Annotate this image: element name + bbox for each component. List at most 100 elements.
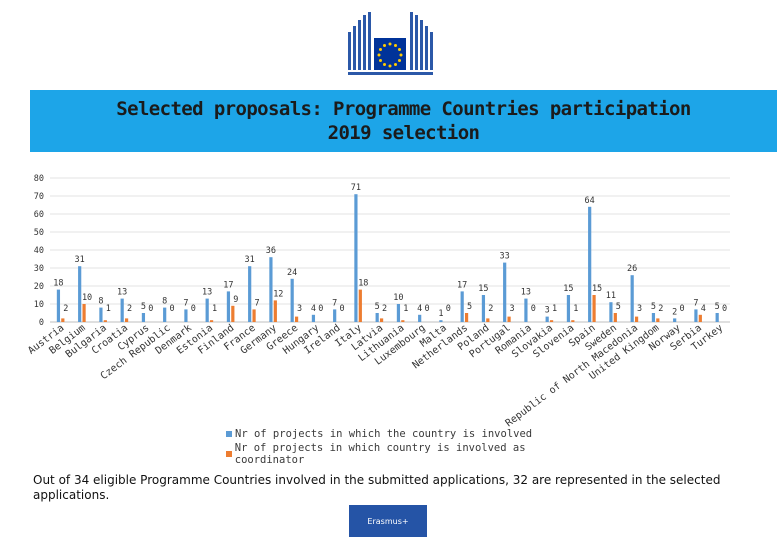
bar-involved-france (248, 266, 252, 322)
data-label-coordinator-estonia: 1 (212, 304, 217, 314)
bar-coordinator-italy (358, 289, 362, 322)
data-label-involved-hungary: 4 (311, 304, 316, 314)
bar-coordinator-germany (273, 300, 277, 322)
data-label-coordinator-poland: 2 (488, 304, 493, 314)
bar-coordinator-serbia (698, 314, 702, 322)
bar-involved-united-kingdom (651, 313, 656, 322)
bar-coordinator-sweden (613, 313, 617, 322)
bar-coordinator-united-kingdom (656, 318, 660, 322)
legend-swatch-coordinator (226, 451, 232, 457)
data-label-involved-latvia: 5 (375, 302, 380, 312)
data-label-involved-czech-republic: 8 (162, 297, 167, 307)
data-label-coordinator-germany: 12 (273, 289, 283, 299)
bar-coordinator-croatia (124, 318, 129, 322)
bar-coordinator-belgium (82, 304, 86, 322)
y-tick-label-60: 60 (34, 210, 44, 220)
bar-coordinator-latvia (379, 318, 384, 322)
bar-involved-portugal (503, 262, 507, 322)
data-label-involved-sweden: 11 (606, 291, 616, 301)
data-label-involved-denmark: 7 (183, 298, 188, 308)
bar-coordinator-poland (486, 318, 490, 322)
bar-involved-norway (673, 318, 677, 322)
bar-involved-lithuania (396, 304, 401, 322)
y-tick-label-30: 30 (34, 264, 44, 274)
bar-involved-greece (290, 278, 294, 322)
data-label-coordinator-republic-of-north-macedonia: 3 (637, 304, 642, 314)
data-label-coordinator-spain: 15 (592, 284, 602, 294)
bar-involved-spain (588, 206, 592, 322)
legend-label-coordinator: Nr of projects in which country is invol… (234, 442, 526, 466)
bar-involved-netherlands (460, 291, 464, 322)
title-banner: Selected proposals: Programme Countries … (30, 90, 777, 152)
data-label-coordinator-slovakia: 1 (552, 304, 557, 314)
bar-involved-finland (226, 291, 231, 322)
bar-involved-slovakia (545, 316, 549, 322)
bar-involved-romania (524, 298, 528, 322)
bar-involved-republic-of-north-macedonia (630, 275, 634, 322)
data-label-involved-greece: 24 (287, 268, 297, 278)
data-label-coordinator-finland: 9 (233, 295, 238, 305)
data-label-coordinator-malta: 0 (446, 304, 451, 314)
legend-label-involved: Nr of projects in which the country is i… (235, 428, 533, 440)
bar-coordinator-republic-of-north-macedonia (634, 316, 639, 322)
bars (56, 194, 719, 322)
bar-coordinator-austria (61, 318, 65, 322)
y-tick-label-0: 0 (39, 318, 44, 328)
data-label-coordinator-greece: 3 (297, 304, 302, 314)
y-tick-label-50: 50 (34, 228, 44, 238)
data-label-involved-lithuania: 10 (393, 293, 403, 303)
data-label-coordinator-united-kingdom: 2 (658, 304, 663, 314)
bar-coordinator-slovakia (549, 320, 554, 322)
bar-involved-ireland (333, 309, 337, 322)
bar-involved-bulgaria (99, 307, 103, 322)
data-label-involved-luxembourg: 4 (417, 304, 422, 314)
data-label-involved-turkey: 5 (715, 302, 720, 312)
bar-coordinator-portugal (507, 316, 511, 322)
gridlines (50, 177, 730, 323)
data-label-coordinator-slovenia: 1 (573, 304, 578, 314)
data-label-involved-slovakia: 3 (545, 306, 550, 316)
bar-involved-czech-republic (163, 307, 167, 322)
data-label-coordinator-croatia: 2 (127, 304, 132, 314)
legend-item-involved: Nr of projects in which the country is i… (226, 425, 586, 443)
legend-item-coordinator: Nr of projects in which country is invol… (226, 442, 586, 466)
data-label-involved-italy: 71 (351, 183, 361, 193)
bar-involved-estonia (205, 298, 209, 322)
data-label-involved-cyprus: 5 (141, 302, 146, 312)
data-label-involved-portugal: 33 (500, 252, 510, 262)
data-label-coordinator-italy: 18 (358, 279, 368, 289)
data-label-coordinator-czech-republic: 0 (170, 304, 175, 314)
bar-coordinator-netherlands (464, 313, 469, 322)
data-label-involved-bulgaria: 8 (98, 297, 103, 307)
data-label-involved-malta: 1 (438, 309, 443, 319)
data-label-coordinator-lithuania: 1 (403, 304, 408, 314)
y-tick-label-40: 40 (34, 246, 44, 256)
data-label-involved-romania: 13 (521, 288, 531, 298)
bar-coordinator-estonia (209, 320, 214, 322)
european-commission-logo (340, 10, 440, 88)
data-label-involved-estonia: 13 (202, 288, 212, 298)
data-label-involved-france: 31 (245, 255, 255, 265)
data-label-coordinator-denmark: 0 (191, 304, 196, 314)
data-label-involved-poland: 15 (478, 284, 488, 294)
data-label-coordinator-belgium: 10 (82, 293, 92, 303)
data-label-involved-serbia: 7 (693, 298, 698, 308)
bar-involved-sweden (609, 302, 613, 322)
data-label-coordinator-turkey: 0 (722, 304, 727, 314)
bar-coordinator-greece (294, 316, 299, 322)
bar-coordinator-slovenia (571, 320, 575, 322)
bar-coordinator-lithuania (401, 320, 405, 322)
bar-involved-denmark (184, 309, 188, 322)
data-label-involved-slovenia: 15 (563, 284, 573, 294)
data-label-coordinator-bulgaria: 1 (106, 304, 111, 314)
bar-involved-belgium (78, 266, 82, 322)
bar-involved-croatia (120, 298, 124, 322)
erasmus-plus-badge: Erasmus+ (349, 505, 427, 537)
bar-coordinator-france (252, 309, 256, 322)
bar-involved-germany (269, 257, 273, 322)
chart-title-line-1: Selected proposals: Programme Countries … (116, 98, 691, 120)
data-label-coordinator-latvia: 2 (382, 304, 387, 314)
data-label-coordinator-norway: 0 (680, 304, 685, 314)
bar-coordinator-spain (592, 295, 596, 322)
